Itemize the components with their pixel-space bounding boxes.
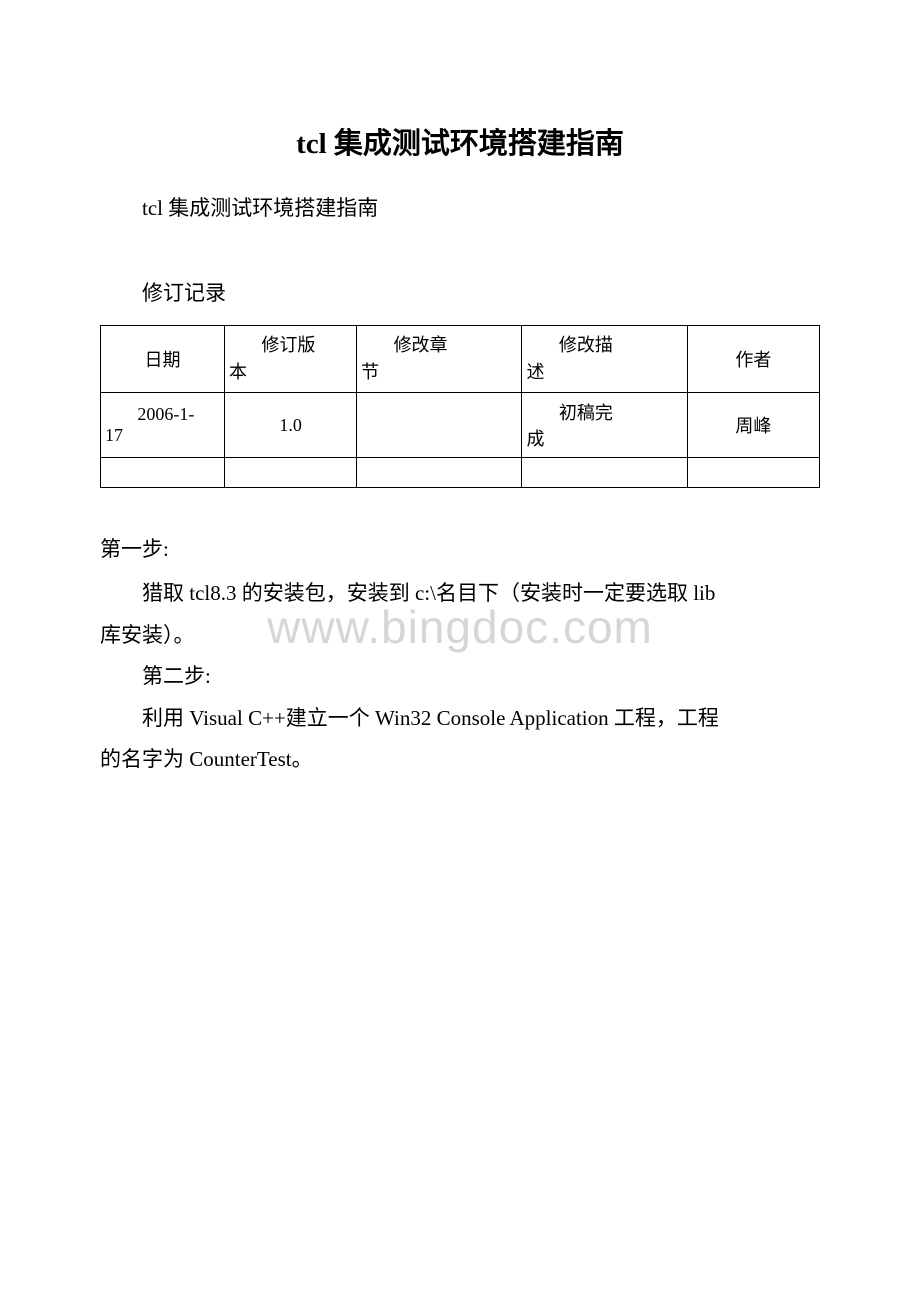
empty-cell	[224, 458, 356, 488]
subtitle: tcl 集成测试环境搭建指南	[100, 192, 820, 222]
header-version: 修订版 本	[224, 326, 356, 393]
document-content: tcl 集成测试环境搭建指南 tcl 集成测试环境搭建指南 修订记录 日期 修订…	[100, 120, 820, 777]
empty-cell	[101, 458, 225, 488]
header-chapter-l2: 节	[361, 359, 517, 386]
step2-heading: 第二步:	[100, 660, 820, 694]
cell-chapter	[357, 393, 522, 458]
header-chapter: 修改章 节	[357, 326, 522, 393]
revision-label: 修订记录	[100, 277, 820, 307]
step1-text-line2: 库安装）。	[100, 619, 820, 653]
page-title: tcl 集成测试环境搭建指南	[100, 120, 820, 162]
header-chapter-l1: 修改章	[361, 332, 517, 359]
cell-desc-l1: 初稿完	[526, 399, 682, 425]
empty-cell	[357, 458, 522, 488]
revision-table: 日期 修订版 本 修改章 节 修改描 述 作者 2006-1- 17 1.0	[100, 325, 820, 488]
table-row-empty	[101, 458, 820, 488]
table-row: 2006-1- 17 1.0 初稿完 成 周峰	[101, 393, 820, 458]
table-header-row: 日期 修订版 本 修改章 节 修改描 述 作者	[101, 326, 820, 393]
header-date: 日期	[101, 326, 225, 393]
cell-date: 2006-1- 17	[101, 393, 225, 458]
header-desc-l1: 修改描	[526, 332, 682, 359]
step1-heading: 第一步:	[100, 533, 820, 563]
header-desc-l2: 述	[526, 359, 682, 386]
header-version-l2: 本	[229, 359, 352, 386]
header-version-l1: 修订版	[229, 332, 352, 359]
cell-desc: 初稿完 成	[522, 393, 687, 458]
header-author: 作者	[687, 326, 819, 393]
empty-cell	[522, 458, 687, 488]
cell-author: 周峰	[687, 393, 819, 458]
cell-date-l1: 2006-1-	[105, 404, 220, 425]
header-desc: 修改描 述	[522, 326, 687, 393]
step1-text-line1: 猎取 tcl8.3 的安装包，安装到 c:\名目下（安装时一定要选取 lib	[100, 577, 820, 611]
cell-date-l2: 17	[105, 425, 220, 446]
empty-cell	[687, 458, 819, 488]
cell-version: 1.0	[224, 393, 356, 458]
step2-text-line2: 的名字为 CounterTest。	[100, 743, 820, 777]
step2-text-line1: 利用 Visual C++建立一个 Win32 Console Applicat…	[100, 702, 820, 736]
cell-desc-l2: 成	[526, 425, 682, 451]
